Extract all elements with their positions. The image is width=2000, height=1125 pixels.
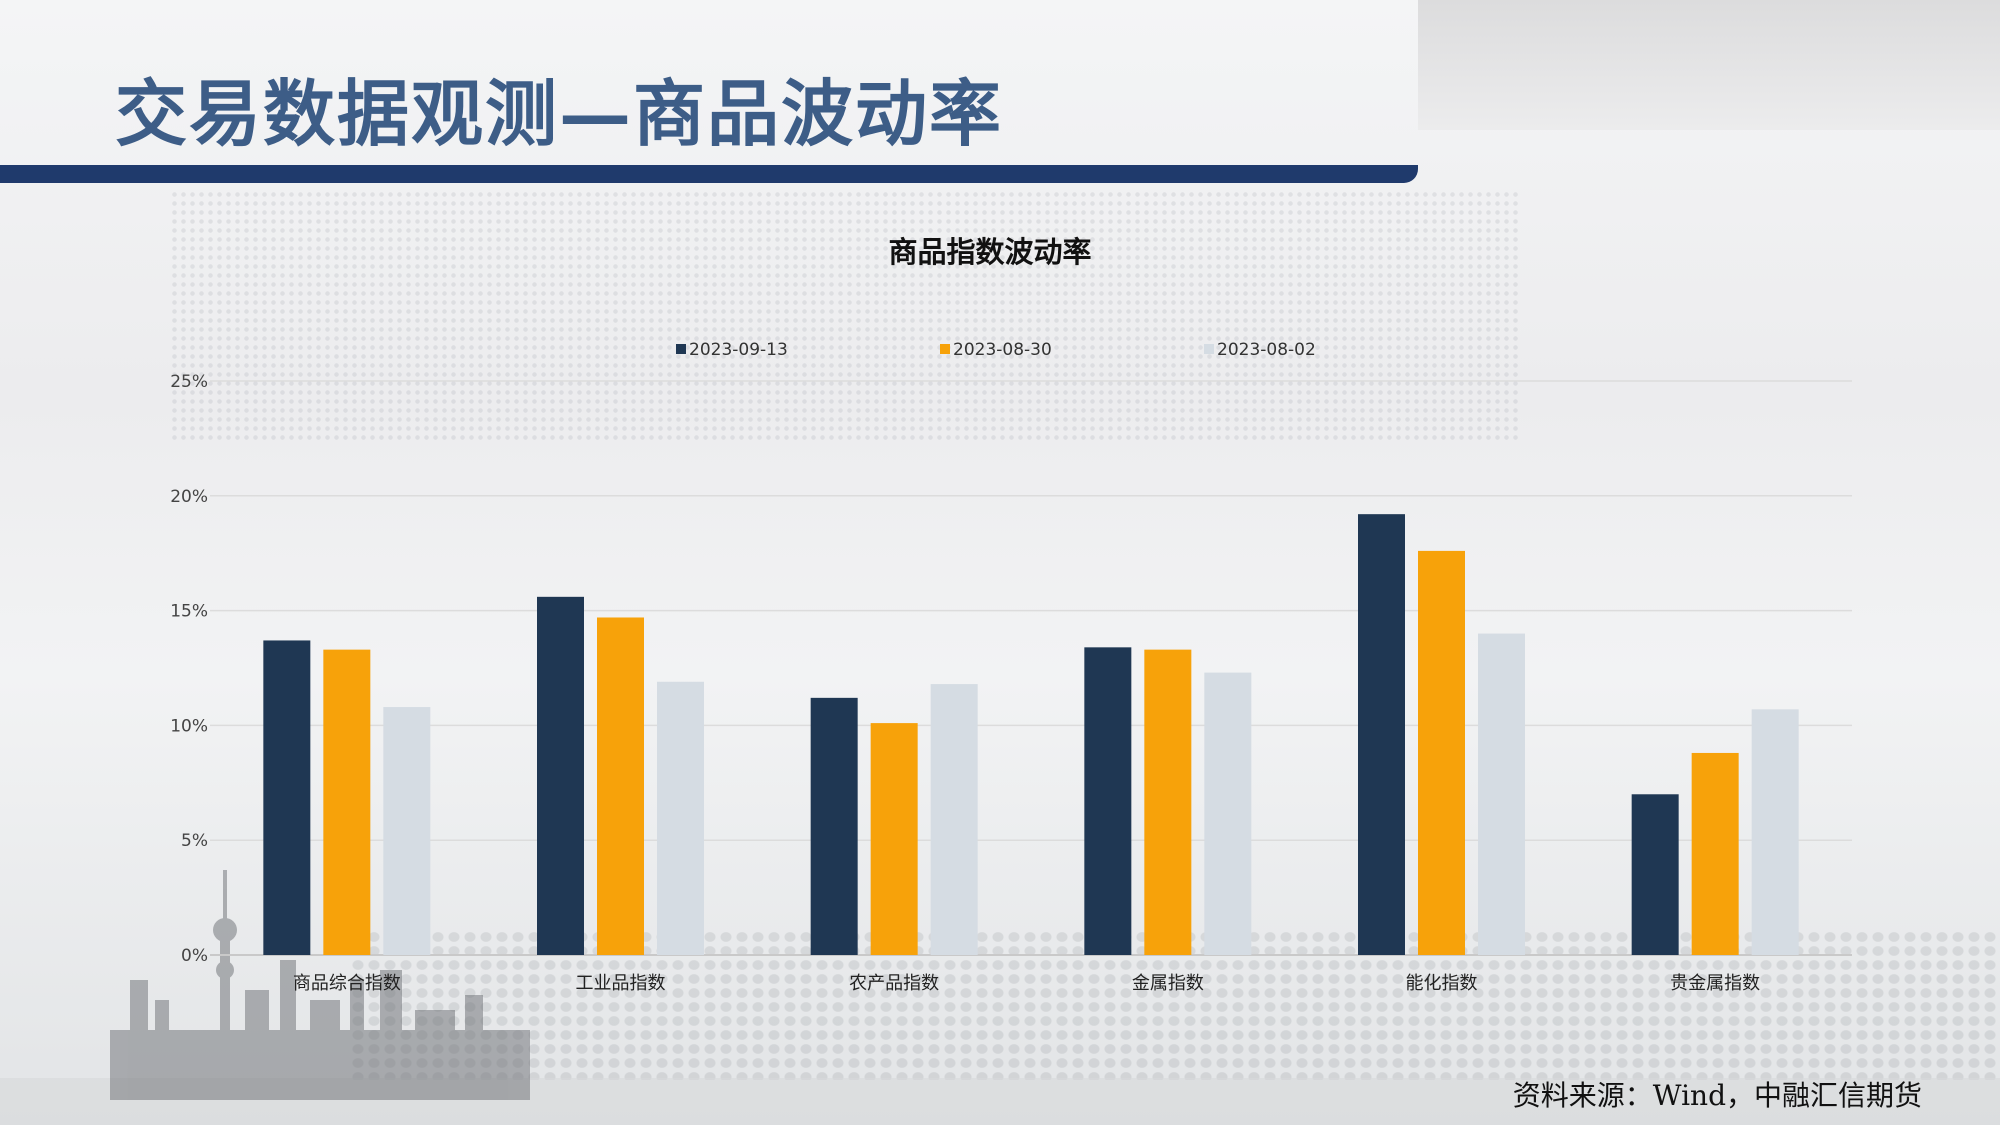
y-tick-label: 0% (181, 946, 208, 966)
y-tick-label: 5% (181, 831, 208, 851)
bar (870, 723, 918, 955)
bar (930, 684, 978, 955)
bar (1418, 550, 1465, 955)
legend-swatch (676, 344, 686, 354)
y-tick-label: 20% (170, 487, 208, 507)
bar (1144, 649, 1192, 955)
bar (810, 697, 858, 955)
header-bar (0, 165, 1418, 183)
data-source-note: 资料来源：Wind，中融汇信期货 (1512, 1079, 1922, 1112)
bar (323, 649, 371, 955)
bar (1751, 709, 1799, 955)
legend-label: 2023-08-02 (1217, 340, 1316, 360)
legend-label: 2023-08-30 (953, 340, 1052, 360)
bar (1358, 514, 1405, 955)
x-tick-label: 农产品指数 (849, 973, 939, 994)
city-skyline-decoration (110, 870, 530, 1100)
bar (1084, 647, 1132, 955)
y-tick-label: 15% (170, 602, 208, 622)
bar (597, 617, 644, 955)
x-tick-label: 工业品指数 (576, 973, 666, 994)
bar (537, 596, 584, 955)
legend-swatch (940, 344, 950, 354)
bar (383, 707, 431, 955)
legend-swatch (1204, 344, 1214, 354)
header-background (1418, 0, 2000, 130)
bar (1478, 633, 1525, 955)
x-tick-label: 商品综合指数 (293, 973, 401, 994)
x-tick-label: 贵金属指数 (1670, 973, 1760, 994)
slide-title: 交易数据观测—商品波动率 (115, 71, 1004, 156)
y-tick-label: 10% (170, 716, 208, 736)
x-tick-label: 金属指数 (1132, 973, 1204, 994)
legend-label: 2023-09-13 (689, 340, 788, 360)
bar (263, 640, 311, 955)
bar (657, 681, 704, 955)
bar (1204, 672, 1252, 955)
world-map-dots-decoration (170, 190, 1520, 440)
chart-title: 商品指数波动率 (888, 235, 1091, 269)
x-tick-label: 能化指数 (1406, 973, 1478, 994)
y-tick-label: 25% (170, 372, 208, 392)
bar (1691, 752, 1739, 955)
bar (1631, 794, 1679, 955)
